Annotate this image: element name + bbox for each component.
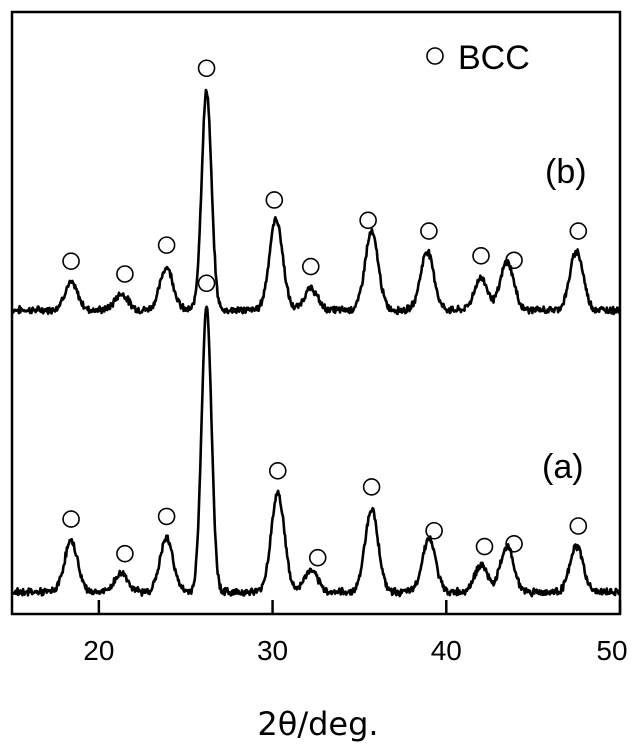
traces [10,88,622,598]
x-axis-title: 2θ/deg. [257,705,378,743]
bcc-marker-b-10 [569,222,588,240]
legend-label: BCC [458,39,530,77]
x-tick-label-30: 30 [257,635,288,666]
bcc-marker-a-5 [308,548,327,567]
x-tick-label-20: 20 [83,635,114,666]
bcc-marker-b-1 [116,265,134,283]
bcc-marker-a-6 [362,478,381,496]
x-axis-ticks: 20 30 40 50 [83,600,628,666]
trace-b [10,88,622,316]
bcc-marker-a-8 [475,537,494,556]
bcc-marker-b-5 [301,257,320,276]
bcc-marker-a-10 [569,517,588,535]
bcc-marker-b-6 [359,211,377,230]
bcc-marker-b-7 [420,222,438,240]
bcc-marker-b-8 [472,247,490,265]
bcc-marker-a-1 [116,544,134,563]
x-tick-label-50: 50 [596,635,627,666]
trace-label-a: (a) [542,448,584,486]
bcc-marker-a-4 [268,462,287,480]
bcc-marker-a-0 [62,510,80,528]
bcc-markers [62,59,588,567]
legend-circle-icon [426,47,444,65]
x-tick-label-40: 40 [431,635,462,666]
bcc-marker-b-2 [157,236,176,254]
bcc-marker-b-0 [62,252,80,271]
bcc-marker-a-3 [197,274,216,293]
trace-a [11,305,621,598]
bcc-marker-b-4 [265,191,284,209]
bcc-marker-a-7 [425,521,443,540]
trace-label-b: (b) [545,153,587,191]
bcc-marker-a-9 [505,535,523,553]
bcc-marker-b-9 [505,251,523,270]
bcc-marker-b-3 [197,59,216,78]
bcc-marker-a-2 [157,507,176,526]
